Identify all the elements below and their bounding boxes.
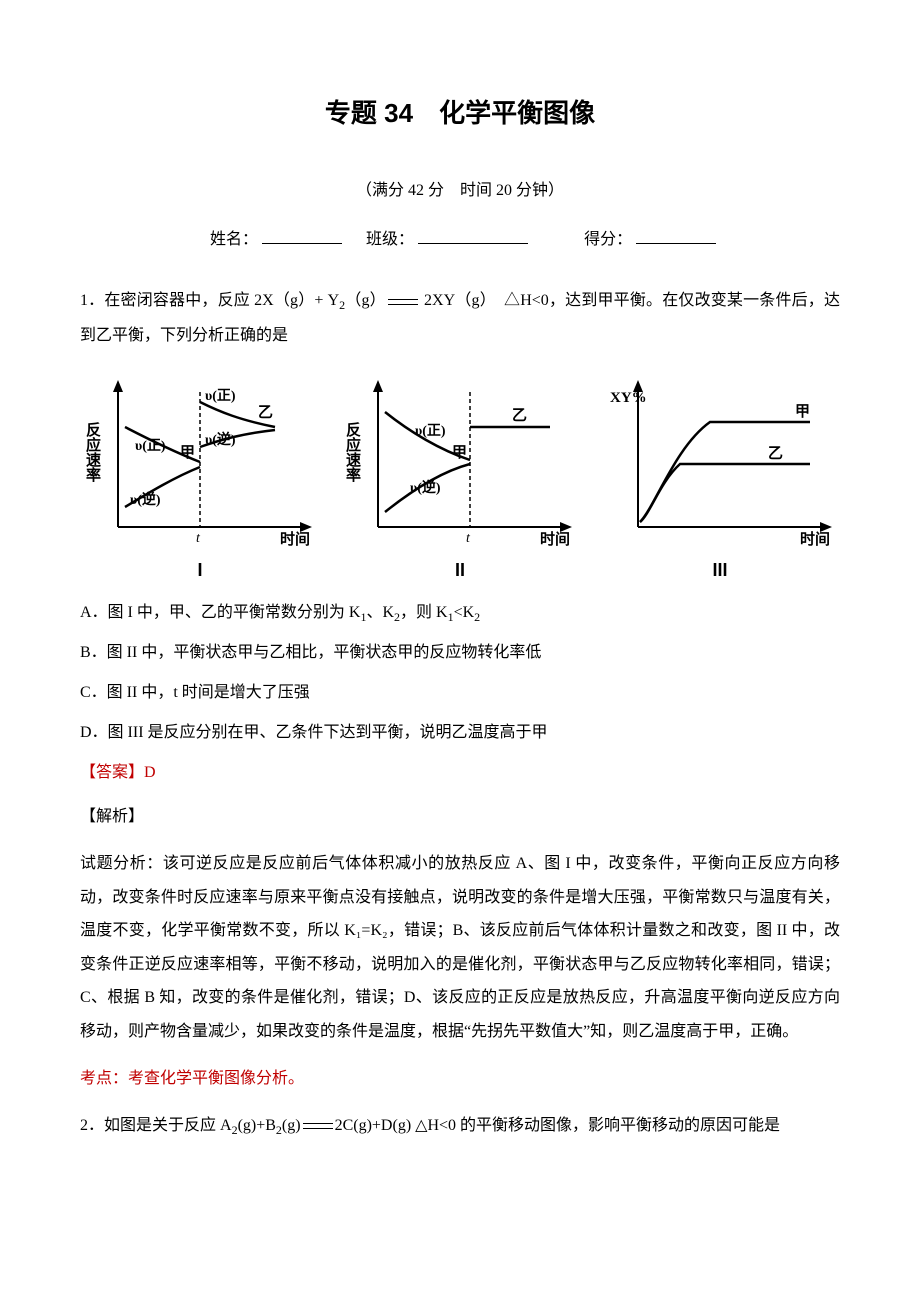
meta-line: （满分 42 分 时间 20 分钟）	[80, 177, 840, 206]
name-label: 姓名：	[210, 231, 258, 248]
class-blank[interactable]	[418, 227, 528, 244]
class-label: 班级：	[366, 231, 414, 248]
q2-a: 2．如图是关于反应 A	[80, 1117, 232, 1134]
svg-text:t: t	[196, 531, 201, 546]
score-label: 得分：	[584, 231, 632, 248]
chart-2-label: II	[340, 554, 580, 586]
optA-a: A．图 I 中，甲、乙的平衡常数分别为 K	[80, 604, 360, 621]
svg-text:时间: 时间	[800, 530, 830, 548]
svg-text:乙: 乙	[512, 408, 527, 424]
svg-text:乙: 乙	[768, 446, 783, 462]
optA-c: ，则 K	[400, 604, 448, 621]
chart-2: 反应速率 时间 t υ(正) υ(逆) 甲 乙 II	[340, 372, 580, 586]
svg-text:t: t	[466, 531, 471, 546]
svg-text:甲: 甲	[452, 444, 467, 461]
svg-text:XY%: XY%	[610, 390, 647, 406]
chart-3-label: III	[600, 554, 840, 586]
chart-1: 反应速率 时间 t υ(正) υ(逆) 甲 υ(正) υ(逆) 乙 I	[80, 372, 320, 586]
chart-1-label: I	[80, 554, 320, 586]
q2-b: (g)+B	[238, 1117, 276, 1134]
svg-text:υ(正): υ(正)	[205, 388, 236, 404]
svg-text:乙: 乙	[258, 405, 273, 421]
name-line: 姓名： 班级： 得分：	[80, 226, 840, 255]
svg-text:υ(逆): υ(逆)	[410, 479, 441, 496]
q1-answer: 【答案】D	[80, 757, 840, 789]
page-title: 专题 34 化学平衡图像	[80, 90, 840, 137]
q2-c: (g)	[282, 1117, 301, 1134]
optA-d: <K	[454, 604, 475, 621]
svg-text:反应速率: 反应速率	[344, 422, 361, 483]
q1-option-d: D．图 III 是反应分别在甲、乙条件下达到平衡，说明乙温度高于甲	[80, 717, 840, 749]
equilibrium-arrow-icon-2	[303, 1119, 333, 1133]
chart-3: XY% 时间 甲 乙 III	[600, 372, 840, 586]
q2-d: 2C(g)+D(g) △H<0 的平衡移动图像，影响平衡移动的原因可能是	[335, 1117, 780, 1134]
chart-1-svg: 反应速率 时间 t υ(正) υ(逆) 甲 υ(正) υ(逆) 乙	[80, 372, 320, 552]
q1-analysis-title: 【解析】	[80, 801, 840, 833]
q1-analysis: 试题分析：该可逆反应是反应前后气体体积减小的放热反应 A、图 I 中，改变条件，…	[80, 847, 840, 1049]
svg-text:甲: 甲	[180, 444, 195, 461]
chart-2-svg: 反应速率 时间 t υ(正) υ(逆) 甲 乙	[340, 372, 580, 552]
name-blank[interactable]	[262, 227, 342, 244]
svg-text:甲: 甲	[795, 403, 810, 420]
svg-text:υ(正): υ(正)	[135, 438, 166, 454]
charts-row: 反应速率 时间 t υ(正) υ(逆) 甲 υ(正) υ(逆) 乙 I 反应	[80, 372, 840, 586]
q1-stem: 1．在密闭容器中，反应 2X（g）+ Y2（g） 2XY（g） △H<0，达到甲…	[80, 284, 840, 352]
chart-3-svg: XY% 时间 甲 乙	[600, 372, 840, 552]
q1-stem-text-b: （g）	[345, 292, 386, 309]
svg-text:υ(逆): υ(逆)	[205, 431, 236, 448]
equilibrium-arrow-icon	[388, 295, 418, 309]
svg-text:υ(正): υ(正)	[415, 423, 446, 439]
q1-exam-point: 考点：考查化学平衡图像分析。	[80, 1063, 840, 1095]
svg-text:反应速率: 反应速率	[84, 422, 101, 483]
sub-2b: 2	[474, 610, 480, 624]
svg-text:时间: 时间	[540, 530, 570, 548]
q1-option-a: A．图 I 中，甲、乙的平衡常数分别为 K1、K2，则 K1<K2	[80, 597, 840, 629]
svg-text:时间: 时间	[280, 530, 310, 548]
q1-stem-text-a: 1．在密闭容器中，反应 2X（g）+ Y	[80, 292, 339, 309]
q1-option-c: C．图 II 中，t 时间是增大了压强	[80, 677, 840, 709]
q1-option-b: B．图 II 中，平衡状态甲与乙相比，平衡状态甲的反应物转化率低	[80, 637, 840, 669]
score-blank[interactable]	[636, 227, 716, 244]
optA-b: 、K	[366, 604, 394, 621]
q2-stem: 2．如图是关于反应 A2(g)+B2(g)2C(g)+D(g) △H<0 的平衡…	[80, 1109, 840, 1143]
svg-text:υ(逆): υ(逆)	[130, 491, 161, 508]
